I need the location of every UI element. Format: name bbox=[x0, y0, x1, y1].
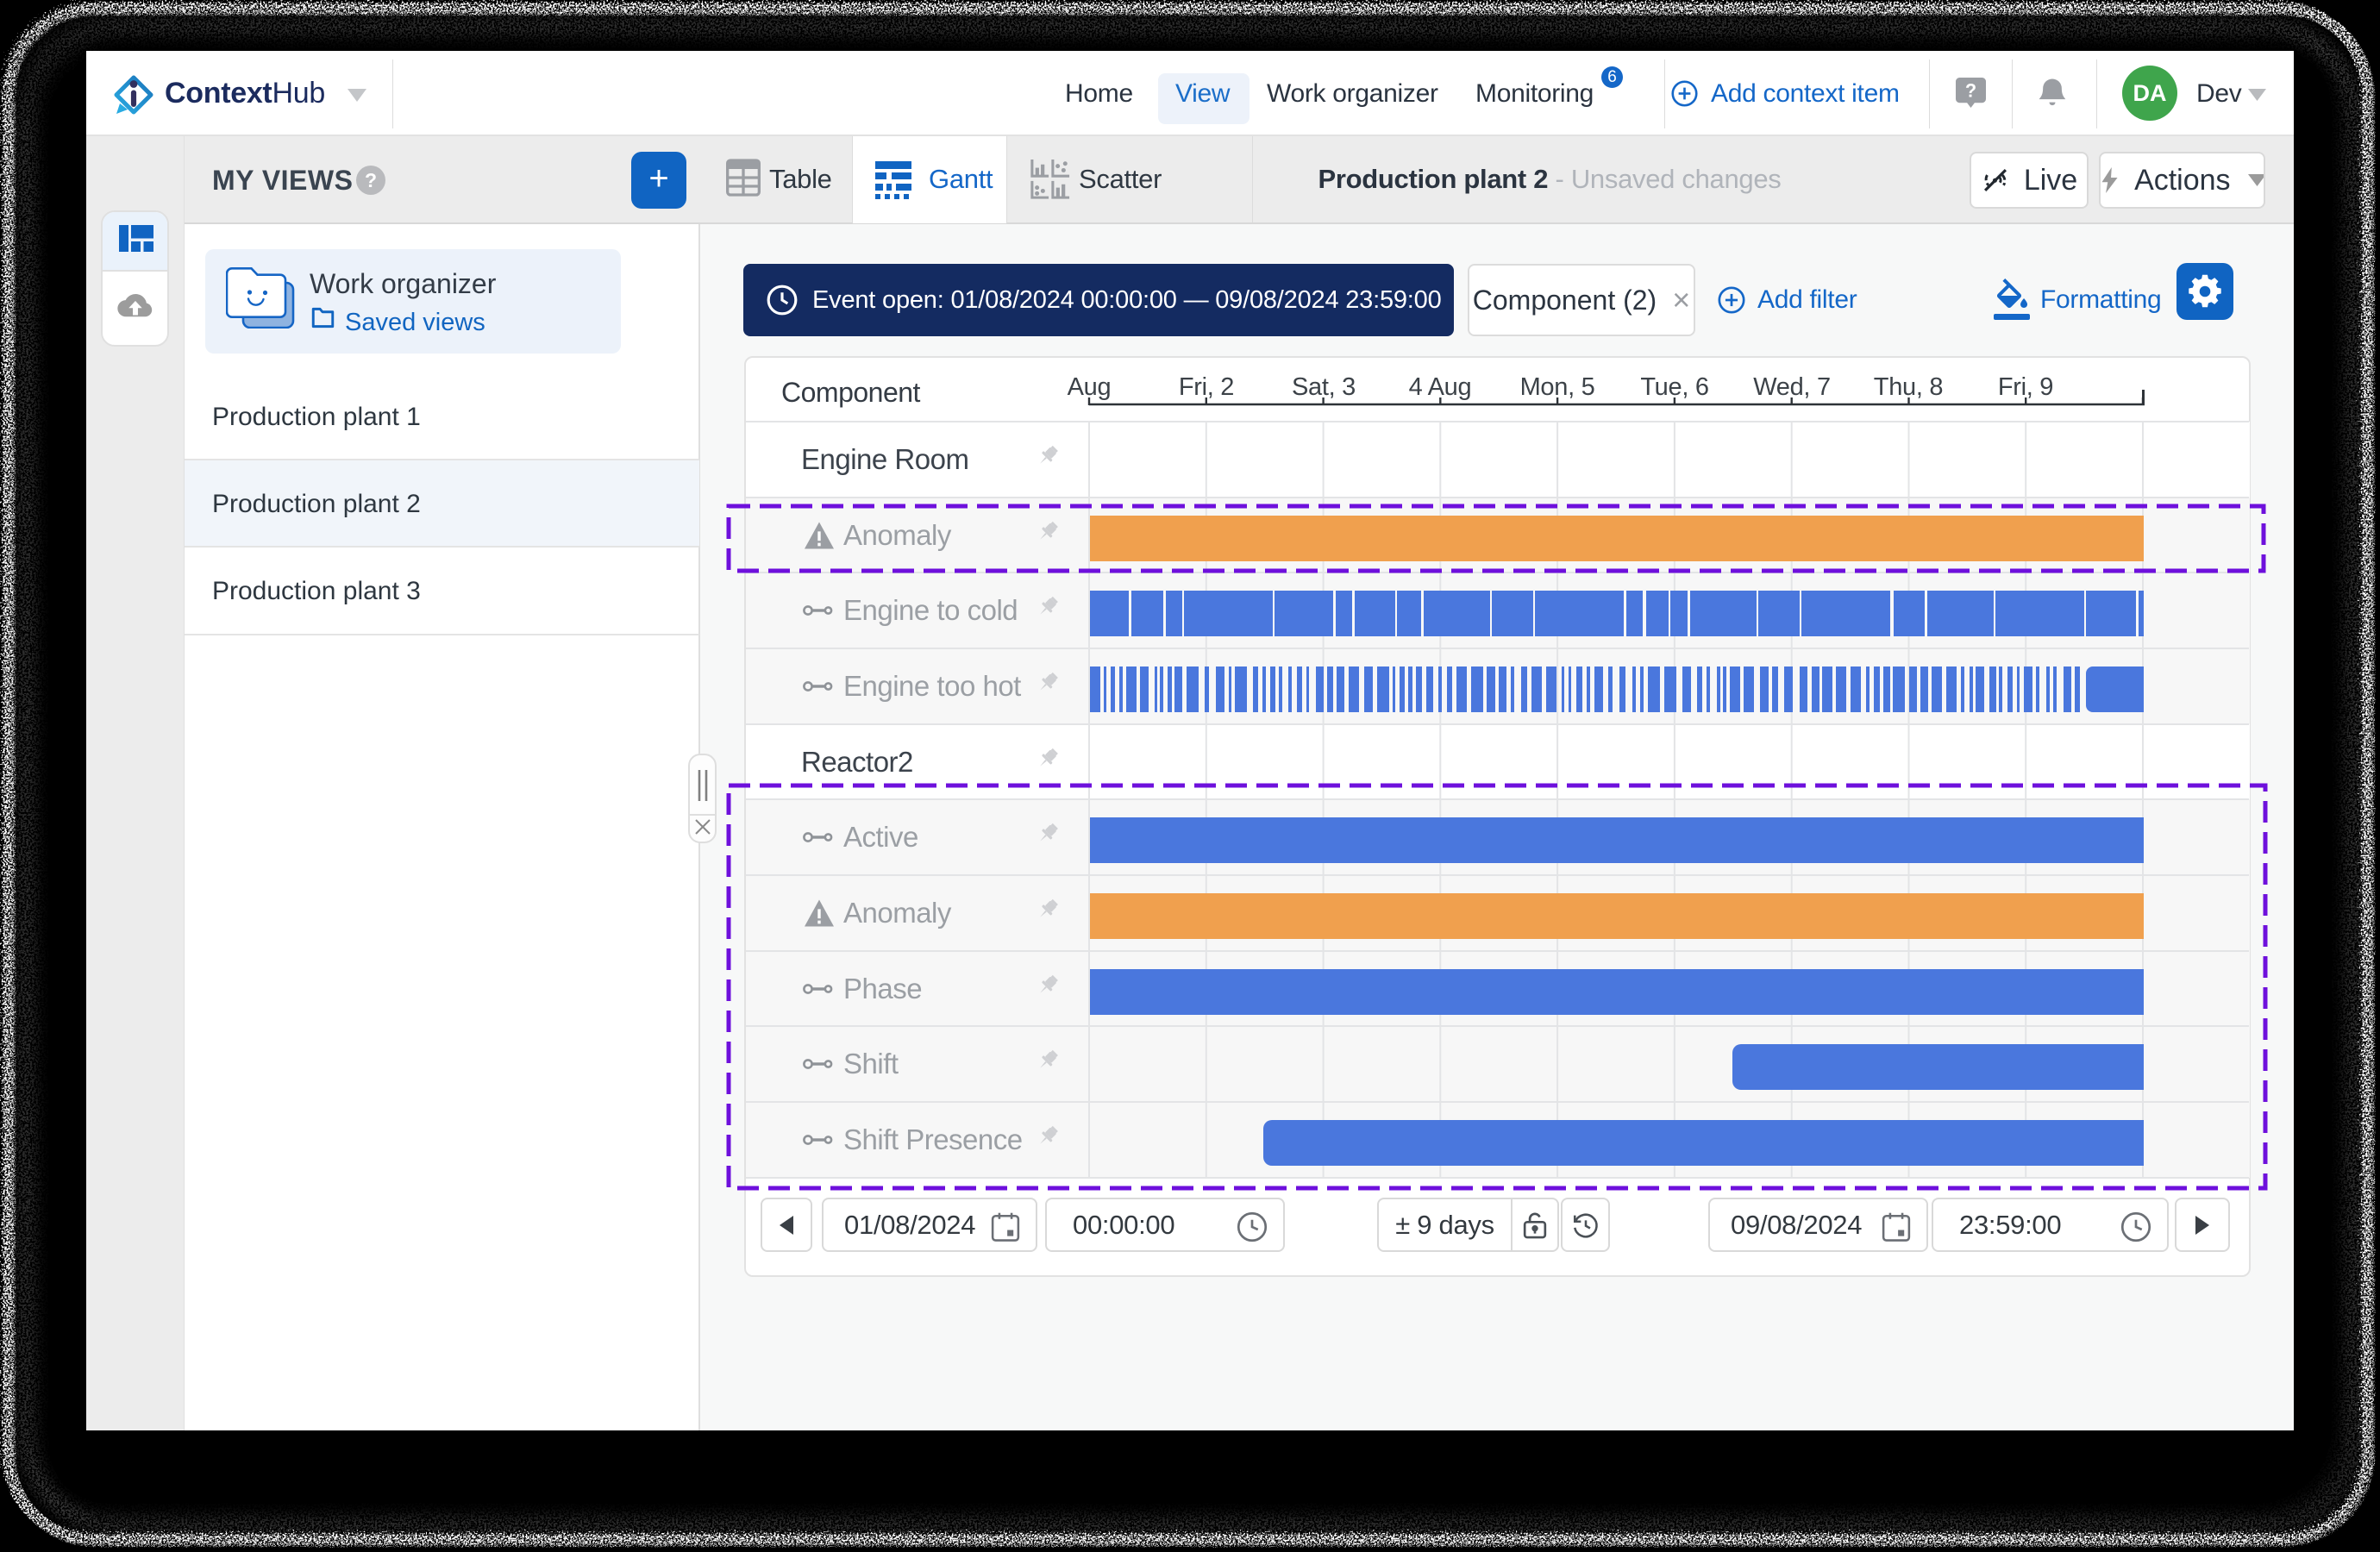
svg-text:?: ? bbox=[1965, 80, 1976, 102]
